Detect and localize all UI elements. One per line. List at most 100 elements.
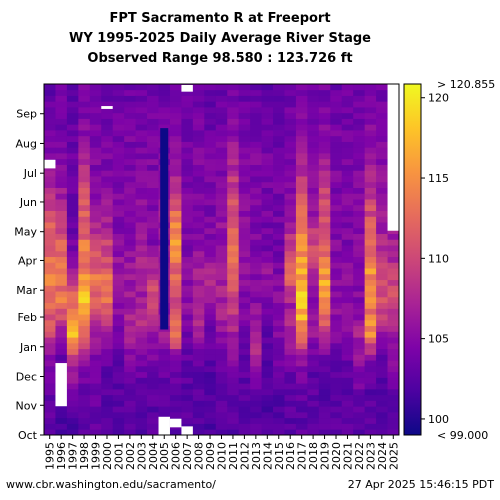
heatmap-cell — [66, 193, 79, 200]
heatmap-cell — [250, 233, 262, 240]
heatmap-cell — [101, 342, 114, 350]
heatmap-cell — [341, 141, 354, 148]
heatmap-cell — [124, 216, 137, 223]
heatmap-cell — [330, 130, 343, 137]
heatmap-cell — [147, 141, 159, 148]
heatmap-cell — [273, 429, 285, 436]
heatmap-cell — [250, 130, 262, 137]
heatmap-cell — [215, 285, 228, 292]
heatmap-cell — [78, 141, 91, 148]
heatmap-cell — [215, 377, 228, 384]
heatmap-cell — [364, 348, 377, 355]
heatmap-cell — [78, 331, 91, 338]
x-tick-label: 2004 — [147, 442, 160, 470]
heatmap-cell — [364, 354, 377, 361]
heatmap-cell — [89, 417, 102, 424]
heatmap-cell — [364, 147, 377, 154]
heatmap-cell — [353, 371, 366, 378]
heatmap-cell — [124, 187, 137, 194]
heatmap-cell — [364, 325, 377, 332]
heatmap-cell — [204, 365, 217, 373]
heatmap-cell — [295, 383, 308, 390]
colorbar-under-label: < 99.000 — [437, 429, 488, 442]
heatmap-cell — [124, 210, 137, 217]
heatmap-cell — [204, 394, 217, 401]
heatmap-cell — [318, 279, 331, 286]
x-tick-label: 2022 — [353, 442, 366, 470]
heatmap-cell — [307, 325, 320, 332]
heatmap-cell — [250, 164, 262, 171]
heatmap-cell — [238, 331, 251, 338]
colorbar-over-label: > 120.855 — [437, 78, 495, 91]
heatmap-cell — [44, 176, 56, 183]
heatmap-cell — [66, 383, 79, 390]
heatmap-cell — [101, 273, 114, 281]
heatmap-cell — [227, 176, 240, 183]
heatmap-cell — [124, 199, 137, 206]
heatmap-cell — [284, 337, 297, 344]
heatmap-cell — [353, 187, 366, 194]
heatmap-cell — [101, 268, 114, 275]
heatmap-cell — [318, 199, 331, 206]
chart-subtitle-line2: Observed Range 98.580 : 123.726 ft — [87, 51, 353, 66]
heatmap-cell — [273, 245, 285, 252]
heatmap-cell — [215, 164, 228, 171]
heatmap-cell — [158, 371, 171, 378]
heatmap-cell — [273, 101, 285, 108]
heatmap-cell — [227, 130, 240, 137]
heatmap-cell — [387, 325, 400, 332]
heatmap-cell — [284, 268, 297, 275]
heatmap-cell — [376, 216, 388, 223]
heatmap-cell — [66, 245, 79, 252]
heatmap-cell — [341, 170, 354, 177]
heatmap-cell — [364, 89, 377, 96]
heatmap-cell — [101, 187, 114, 194]
heatmap-cell — [158, 365, 171, 373]
heatmap-cell — [284, 233, 297, 240]
heatmap-cell — [387, 354, 400, 361]
heatmap-cell — [238, 348, 251, 355]
heatmap-cell — [341, 250, 354, 258]
heatmap-cell — [284, 176, 297, 183]
heatmap-cell — [330, 170, 343, 177]
heatmap-cell — [89, 233, 102, 240]
colorbar-tick-label: 105 — [428, 333, 449, 346]
heatmap-cell — [204, 101, 217, 108]
heatmap-cell — [192, 187, 205, 194]
heatmap-cell — [66, 210, 79, 217]
heatmap-cell — [101, 365, 114, 373]
heatmap-cell — [330, 383, 343, 390]
heatmap-cell — [318, 187, 331, 194]
heatmap-cell — [89, 331, 102, 338]
heatmap-cell — [273, 147, 285, 154]
heatmap-cell — [158, 124, 171, 131]
heatmap-cell — [284, 291, 297, 298]
heatmap-cell — [135, 245, 148, 252]
heatmap-cell — [147, 187, 159, 194]
heatmap-cell — [295, 348, 308, 355]
heatmap-cell — [44, 417, 56, 424]
heatmap-cell — [204, 296, 217, 304]
heatmap-cell — [169, 400, 182, 407]
heatmap-cell — [124, 262, 137, 269]
heatmap-cell — [341, 325, 354, 332]
heatmap-cell — [204, 354, 217, 361]
heatmap-cell — [192, 124, 205, 131]
heatmap-cell — [261, 204, 274, 211]
heatmap-cell — [181, 176, 194, 183]
heatmap-cell — [112, 388, 125, 396]
heatmap-cell — [44, 187, 56, 194]
heatmap-cell — [181, 388, 194, 396]
heatmap-cell — [215, 354, 228, 361]
heatmap-cell — [55, 308, 68, 315]
heatmap-cell — [169, 153, 182, 160]
heatmap-cell — [66, 164, 79, 171]
heatmap-cell — [112, 296, 125, 304]
heatmap-cell — [66, 135, 79, 142]
heatmap-cell — [66, 429, 79, 436]
heatmap-cell — [78, 176, 91, 183]
heatmap-cell — [135, 164, 148, 171]
heatmap-cell — [353, 417, 366, 424]
heatmap-cell — [78, 107, 91, 114]
heatmap-cell — [78, 222, 91, 229]
